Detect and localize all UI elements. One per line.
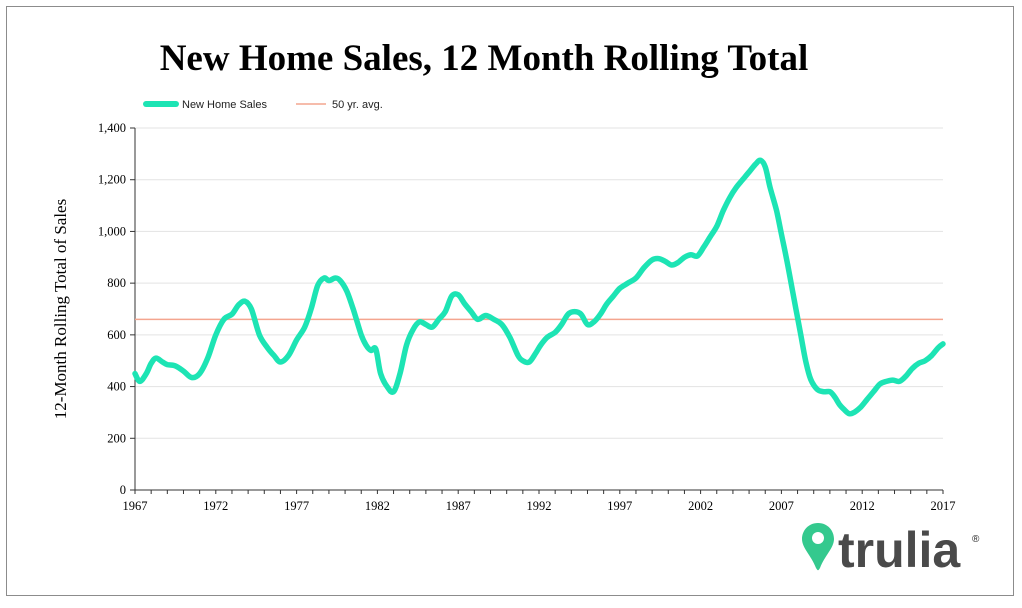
legend-label-50yr-avg: 50 yr. avg. (332, 99, 383, 111)
legend-label-new-home-sales: New Home Sales (182, 99, 267, 111)
x-tick-label: 1967 (123, 499, 148, 513)
trulia-logo: trulia ® (802, 522, 980, 578)
series (132, 157, 946, 417)
x-tick-label: 1972 (203, 499, 228, 513)
y-tick-label: 1,000 (98, 224, 126, 238)
x-tick-label: 2007 (769, 499, 794, 513)
y-ticks: 0 200 400 600 800 1,000 1,200 1,400 (98, 121, 135, 497)
x-tick-label: 2017 (931, 499, 956, 513)
y-tick-label: 800 (107, 276, 126, 290)
x-tick-label: 1982 (365, 499, 390, 513)
y-tick-label: 1,200 (98, 173, 126, 187)
x-tick-label: 1987 (446, 499, 471, 513)
y-tick-label: 600 (107, 328, 126, 342)
y-axis-label: 12-Month Rolling Total of Sales (51, 199, 70, 419)
map-pin-icon (802, 523, 834, 571)
x-tick-label: 1997 (607, 499, 632, 513)
x-ticks: 1967 1972 1977 1982 1987 1992 1997 2002 2007 2012… (123, 490, 956, 513)
x-tick-label: 1992 (527, 499, 552, 513)
x-tick-label: 2002 (688, 499, 713, 513)
logo-wordmark: trulia (838, 522, 961, 578)
registered-mark: ® (972, 534, 980, 545)
axes (134, 128, 943, 491)
x-tick-label: 1977 (284, 499, 309, 513)
y-tick-label: 1,400 (98, 121, 126, 135)
y-tick-label: 400 (107, 380, 126, 394)
y-tick-label: 200 (107, 431, 126, 445)
chart-title: New Home Sales, 12 Month Rolling Total (160, 38, 809, 79)
y-tick-label: 0 (120, 483, 126, 497)
x-tick-label: 2012 (850, 499, 875, 513)
grid (135, 127, 943, 439)
series-line-new-home-sales (132, 157, 946, 417)
legend: New Home Sales 50 yr. avg. (143, 99, 383, 111)
chart-frame (6, 6, 1014, 596)
